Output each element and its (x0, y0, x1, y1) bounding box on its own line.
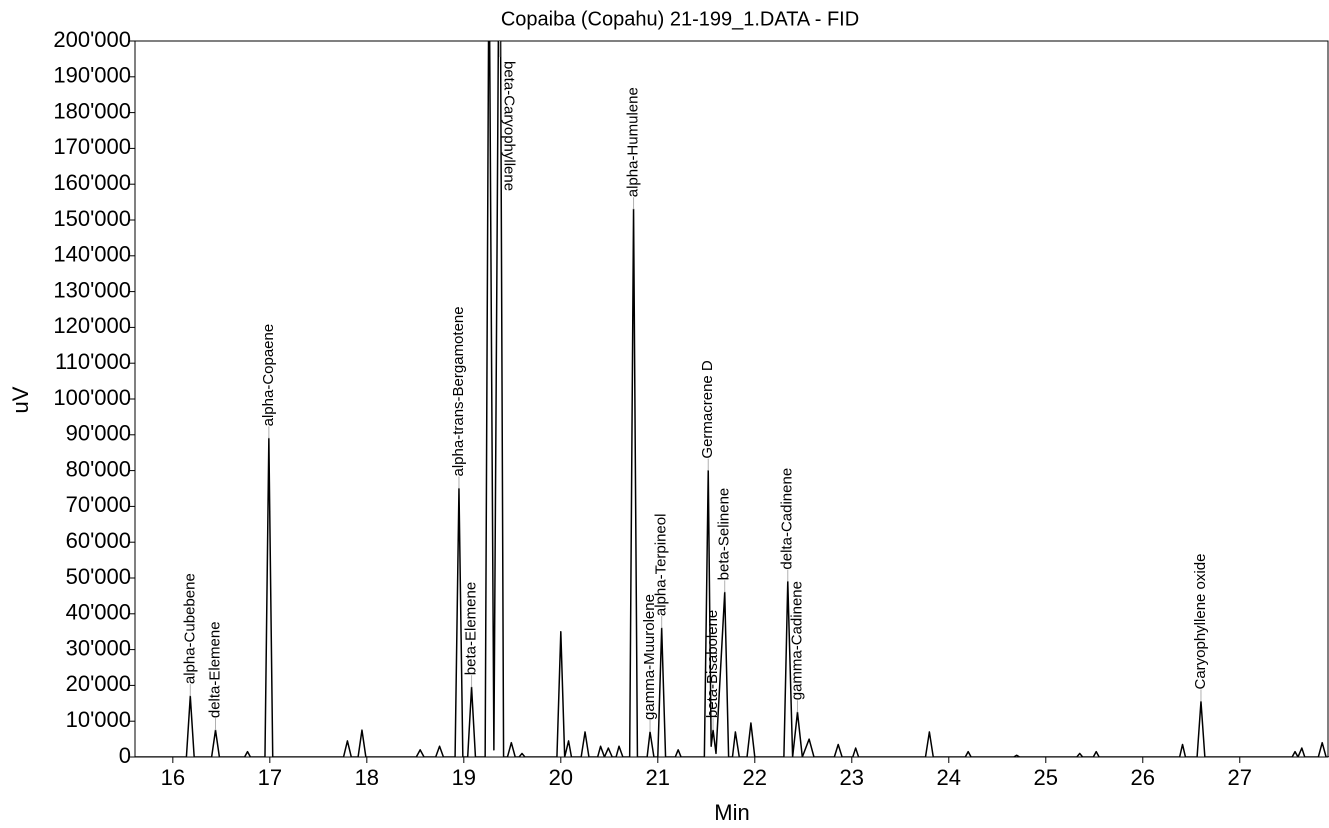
peak-label: alpha-Terpineol (653, 514, 670, 617)
y-tick-label: 60'000 (66, 528, 131, 553)
x-tick-label: 24 (937, 765, 961, 790)
y-axis-title: uV (8, 386, 33, 413)
peak-label: Germacrene D (699, 360, 716, 459)
y-tick-label: 80'000 (66, 456, 131, 481)
chart-title: Copaiba (Copahu) 21-199_1.DATA - FID (501, 8, 859, 30)
y-tick-label: 70'000 (66, 492, 131, 517)
y-tick-label: 200'000 (53, 27, 131, 52)
y-tick-label: 140'000 (53, 242, 131, 267)
x-tick-label: 23 (840, 765, 864, 790)
peak-label: beta-Bisabolene (704, 610, 721, 718)
y-tick-label: 0 (119, 743, 131, 768)
x-tick-label: 16 (161, 765, 185, 790)
x-tick-label: 20 (549, 765, 573, 790)
y-tick-label: 90'000 (66, 421, 131, 446)
y-tick-label: 160'000 (53, 170, 131, 195)
y-tick-label: 50'000 (66, 564, 131, 589)
x-axis-title: Min (714, 800, 749, 825)
plot-frame (134, 40, 1329, 758)
peak-label: beta-Caryophyllene (501, 61, 518, 191)
y-tick-label: 190'000 (53, 63, 131, 88)
plot-area (135, 41, 1329, 757)
peak-label: alpha-Humulene (625, 87, 642, 197)
y-tick-label: 40'000 (66, 600, 131, 625)
y-tick-label: 110'000 (55, 349, 131, 374)
y-tick-label: 120'000 (53, 313, 131, 338)
y-tick-label: 130'000 (53, 277, 131, 302)
x-tick-label: 19 (452, 765, 476, 790)
chromatogram-trace (135, 41, 1329, 757)
y-tick-label: 180'000 (53, 98, 131, 123)
peak-label: delta-Elemene (206, 621, 223, 718)
peak-label: gamma-Cadinene (788, 581, 805, 700)
peak-label: delta-Cadinene (779, 468, 796, 570)
peak-label: alpha-trans-Bergamotene (450, 306, 467, 476)
x-tick-label: 21 (646, 765, 670, 790)
y-tick-label: 150'000 (53, 206, 131, 231)
peak-label: gamma-Muurolene (641, 594, 658, 720)
x-tick-label: 18 (355, 765, 379, 790)
y-tick-label: 30'000 (66, 635, 131, 660)
x-tick-label: 26 (1131, 765, 1155, 790)
peak-label: alpha-Cubebene (181, 573, 198, 684)
peak-label: Caryophyllene oxide (1192, 554, 1209, 690)
peak-label: beta-Elemene (463, 582, 480, 675)
peak-label: alpha-Copaene (260, 324, 277, 427)
y-tick-label: 20'000 (66, 671, 131, 696)
x-tick-label: 22 (743, 765, 767, 790)
y-tick-label: 10'000 (66, 707, 131, 732)
x-tick-label: 25 (1034, 765, 1058, 790)
y-tick-label: 100'000 (53, 385, 131, 410)
peak-label: beta-Selinene (716, 488, 733, 581)
x-tick-label: 17 (258, 765, 282, 790)
x-tick-label: 27 (1228, 765, 1252, 790)
y-tick-label: 170'000 (53, 134, 131, 159)
